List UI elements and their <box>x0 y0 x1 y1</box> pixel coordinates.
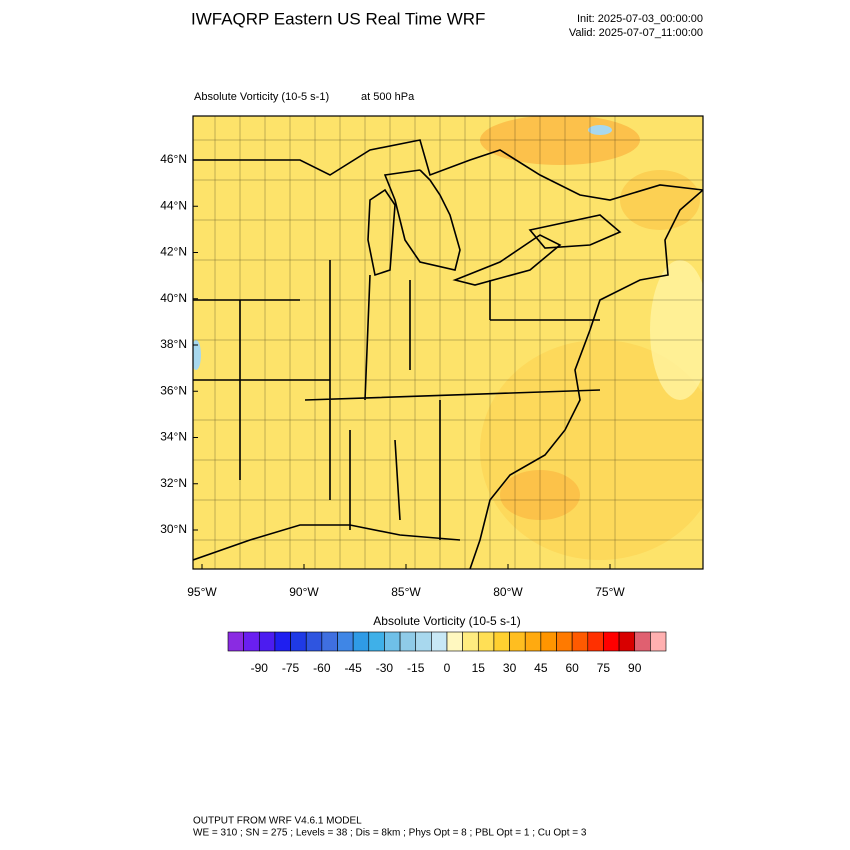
colorbar-box <box>603 631 620 652</box>
colorbar-tick-label: 60 <box>565 661 579 675</box>
colorbar-tick-label: 75 <box>597 661 611 675</box>
colorbar-box <box>477 631 495 652</box>
colorbar-box <box>274 631 291 652</box>
lon-label: 80°W <box>493 585 523 599</box>
colorbar-box <box>587 631 604 652</box>
colorbar-box <box>618 631 636 652</box>
lon-label: 75°W <box>595 585 625 599</box>
colorbar-box <box>650 631 667 652</box>
colorbar-tick-label: -60 <box>313 661 331 675</box>
colorbar-box <box>540 631 557 652</box>
map-area <box>193 116 703 569</box>
colorbar-box <box>634 631 651 652</box>
title: IWFAQRP Eastern US Real Time WRF <box>191 9 485 28</box>
init-time: Init: 2025-07-03_00:00:00 <box>577 13 703 25</box>
colorbar-box <box>462 631 479 652</box>
colorbar-title: Absolute Vorticity (10-5 s-1) <box>373 614 520 628</box>
lat-label: 38°N <box>160 337 187 351</box>
colorbar-tick-label: 0 <box>444 661 451 675</box>
footer-line: WE = 310 ; SN = 275 ; Levels = 38 ; Dis … <box>193 828 587 839</box>
colorbar-tick-label: 45 <box>534 661 548 675</box>
lon-label: 90°W <box>289 585 319 599</box>
colorbar-box <box>258 631 276 652</box>
colorbar-box <box>352 631 370 652</box>
lat-label: 32°N <box>160 476 187 490</box>
valid-time: Valid: 2025-07-07_11:00:00 <box>569 27 703 39</box>
colorbar-box <box>524 631 542 652</box>
lat-label: 40°N <box>160 291 187 305</box>
colorbar-box <box>368 631 385 652</box>
colorbar-tick-label: -45 <box>344 661 362 675</box>
colorbar-tick-label: -75 <box>282 661 300 675</box>
colorbar-box <box>384 631 401 652</box>
footer-line: OUTPUT FROM WRF V4.6.1 MODEL <box>193 816 362 827</box>
colorbar-box <box>305 631 323 652</box>
colorbar-box <box>571 631 589 652</box>
lat-label: 44°N <box>160 198 187 212</box>
colorbar-box <box>509 631 526 652</box>
colorbar-tick-label: -15 <box>407 661 425 675</box>
colorbar-box <box>399 631 417 652</box>
colorbar-box <box>446 631 463 652</box>
lon-label: 85°W <box>391 585 421 599</box>
colorbar-tick-label: 15 <box>472 661 486 675</box>
colorbar-box <box>415 631 432 652</box>
level-label: at 500 hPa <box>361 91 415 103</box>
colorbar-tick-label: -90 <box>251 661 269 675</box>
field-label: Absolute Vorticity (10-5 s-1) <box>194 91 329 103</box>
colorbar-box <box>556 631 573 652</box>
colorbar-box <box>337 631 354 652</box>
colorbar-box <box>227 631 244 652</box>
lat-label: 42°N <box>160 245 187 259</box>
lat-label: 36°N <box>160 383 187 397</box>
colorbar-box <box>431 631 448 652</box>
colorbar-tick-label: 30 <box>503 661 517 675</box>
lat-label: 30°N <box>160 522 187 536</box>
lat-label: 34°N <box>160 430 187 444</box>
colorbar-tick-label: -30 <box>376 661 394 675</box>
map-frame <box>192 115 704 570</box>
lat-label: 46°N <box>160 152 187 166</box>
colorbar-box <box>243 631 260 652</box>
colorbar-tick-label: 90 <box>628 661 642 675</box>
colorbar-box <box>493 631 510 652</box>
colorbar-box <box>321 631 338 652</box>
colorbar-box <box>290 631 307 652</box>
lon-label: 95°W <box>187 585 217 599</box>
